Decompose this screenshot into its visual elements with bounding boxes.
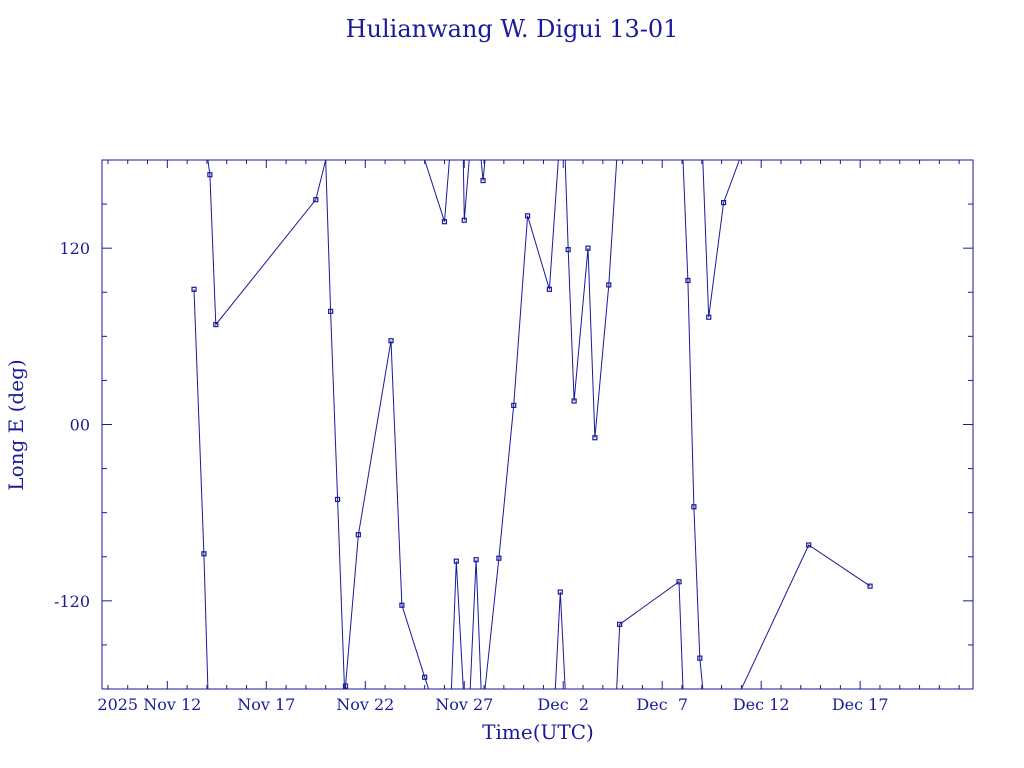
series-line [193,289,209,689]
data-point [617,621,623,627]
series-line [702,160,740,318]
data-point [334,496,341,503]
series-line [345,340,430,689]
series-line [207,160,327,326]
data-point [461,217,467,223]
longitude-series [191,160,873,689]
x-tick-label: Nov 22 [336,695,394,714]
data-point [867,583,873,589]
data-point [473,557,479,563]
data-point [388,338,394,344]
data-point [422,674,428,680]
data-point [342,683,349,689]
data-point [557,589,563,595]
data-point [313,197,319,203]
data-point [496,555,502,561]
data-point [511,402,517,408]
series-line [325,160,345,689]
data-point [585,245,591,251]
x-axis-ticks [107,160,960,689]
series-line [424,160,450,222]
series-line [484,160,559,689]
series-line [740,544,871,689]
series-line [682,160,704,689]
y-axis-tick-labels: -120 00 120 [54,239,90,611]
data-point [441,219,448,225]
series-line [450,561,464,689]
data-point [685,277,691,284]
data-point [399,602,405,608]
x-axis-tick-labels: 2025 Nov 12 Nov 17 Nov 22 Nov 27 Dec 2 Dec 7 D… [97,695,888,714]
series-line [564,160,618,438]
series-line [554,591,566,689]
y-axis-label: Long E (deg) [4,359,28,490]
y-axis-ticks [102,159,973,690]
y-tick-label: -120 [54,592,90,611]
y-tick-label: 00 [70,416,90,435]
series-line [616,580,684,689]
data-point [697,655,703,661]
x-tick-label: Nov 17 [237,695,295,714]
data-point [571,398,577,404]
data-point [213,321,219,328]
data-point [606,282,612,288]
data-point [207,172,213,178]
data-point [806,542,812,548]
plot-frame [101,159,974,690]
data-point [480,177,486,184]
data-point [328,308,334,314]
data-point [592,435,598,441]
data-point [565,247,571,253]
series-line [469,559,482,689]
x-axis-label: Time(UTC) [482,720,594,744]
x-tick-label: 2025 Nov 12 [97,695,201,714]
series-line [480,160,486,181]
data-point [676,579,682,585]
data-point [720,200,727,206]
x-tick-label: Dec 2 [537,695,589,714]
chart-title: Hulianwang W. Digui 13-01 [346,15,679,43]
series-line [462,160,470,221]
data-point [355,532,361,538]
data-point [201,551,207,557]
data-point [546,286,552,292]
x-tick-label: Nov 27 [435,695,493,714]
data-point [706,314,712,320]
x-tick-label: Dec 12 [733,695,790,714]
x-tick-label: Dec 7 [636,695,688,714]
x-tick-label: Dec 17 [832,695,889,714]
y-tick-label: 120 [59,239,90,258]
data-point [191,286,197,292]
data-point [453,558,459,564]
data-point [525,213,531,219]
data-point [691,504,697,510]
